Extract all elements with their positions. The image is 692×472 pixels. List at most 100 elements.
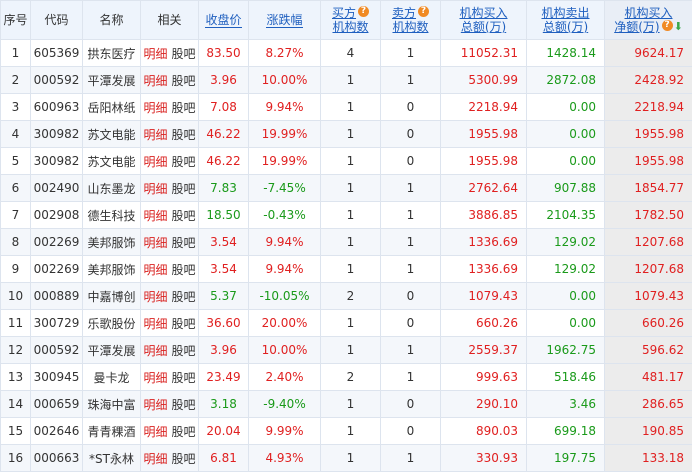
col-header-close-sort[interactable]: 收盘价: [199, 1, 249, 40]
stock-code-link[interactable]: 000659: [31, 391, 83, 418]
col-header-inst-buy-total-sort[interactable]: 机构买入 总额(万): [441, 1, 527, 40]
detail-link[interactable]: 明细: [143, 290, 167, 304]
guba-link[interactable]: 股吧: [172, 398, 196, 412]
stock-code-link[interactable]: 605369: [31, 40, 83, 67]
stock-name-link[interactable]: 苏文电能: [83, 148, 141, 175]
close-price: 5.37: [199, 283, 249, 310]
detail-link[interactable]: 明细: [143, 209, 167, 223]
help-icon[interactable]: ?: [662, 20, 673, 31]
stock-code-link[interactable]: 002269: [31, 256, 83, 283]
table-row: 15 002646 青青稞酒 明细股吧 20.04 9.99% 1 0 890.…: [1, 418, 692, 445]
stock-name-link[interactable]: 美邦服饰: [83, 229, 141, 256]
guba-link[interactable]: 股吧: [172, 452, 196, 466]
stock-name-link[interactable]: 平潭发展: [83, 67, 141, 94]
stock-code-link[interactable]: 300729: [31, 310, 83, 337]
col-header-buy-inst-count-sort[interactable]: 买方? 机构数: [321, 1, 381, 40]
related-links: 明细股吧: [141, 148, 199, 175]
sell-inst-count: 1: [381, 337, 441, 364]
guba-link[interactable]: 股吧: [172, 290, 196, 304]
detail-link[interactable]: 明细: [143, 371, 167, 385]
detail-link[interactable]: 明细: [143, 74, 167, 88]
guba-link[interactable]: 股吧: [172, 371, 196, 385]
guba-link[interactable]: 股吧: [172, 47, 196, 61]
stock-name-link[interactable]: 乐歌股份: [83, 310, 141, 337]
table-row: 2 000592 平潭发展 明细股吧 3.96 10.00% 1 1 5300.…: [1, 67, 692, 94]
stock-name-link[interactable]: 曼卡龙: [83, 364, 141, 391]
guba-link[interactable]: 股吧: [172, 344, 196, 358]
col-header-code: 代码: [31, 1, 83, 40]
detail-link[interactable]: 明细: [143, 155, 167, 169]
guba-link[interactable]: 股吧: [172, 182, 196, 196]
sell-inst-count: 1: [381, 364, 441, 391]
stock-name-link[interactable]: *ST永林: [83, 445, 141, 472]
inst-buy-total: 1336.69: [441, 229, 527, 256]
stock-code-link[interactable]: 000663: [31, 445, 83, 472]
stock-name-link[interactable]: 美邦服饰: [83, 256, 141, 283]
stock-name-link[interactable]: 中嘉博创: [83, 283, 141, 310]
detail-link[interactable]: 明细: [143, 425, 167, 439]
inst-buy-total: 2218.94: [441, 94, 527, 121]
stock-name-link[interactable]: 平潭发展: [83, 337, 141, 364]
stock-name-link[interactable]: 拱东医疗: [83, 40, 141, 67]
col-header-change-sort[interactable]: 涨跌幅: [249, 1, 321, 40]
detail-link[interactable]: 明细: [143, 47, 167, 61]
guba-link[interactable]: 股吧: [172, 155, 196, 169]
table-row: 13 300945 曼卡龙 明细股吧 23.49 2.40% 2 1 999.6…: [1, 364, 692, 391]
inst-sell-total: 1428.14: [527, 40, 605, 67]
stock-name-link[interactable]: 苏文电能: [83, 121, 141, 148]
close-price: 46.22: [199, 148, 249, 175]
sort-descending-icon[interactable]: ⬇: [674, 20, 683, 34]
table-row: 3 600963 岳阳林纸 明细股吧 7.08 9.94% 1 0 2218.9…: [1, 94, 692, 121]
guba-link[interactable]: 股吧: [172, 74, 196, 88]
guba-link[interactable]: 股吧: [172, 128, 196, 142]
stock-code-link[interactable]: 002908: [31, 202, 83, 229]
guba-link[interactable]: 股吧: [172, 101, 196, 115]
inst-sell-total: 907.88: [527, 175, 605, 202]
detail-link[interactable]: 明细: [143, 236, 167, 250]
stock-code-link[interactable]: 300945: [31, 364, 83, 391]
detail-link[interactable]: 明细: [143, 344, 167, 358]
stock-code-link[interactable]: 300982: [31, 148, 83, 175]
stock-name-link[interactable]: 山东墨龙: [83, 175, 141, 202]
detail-link[interactable]: 明细: [143, 317, 167, 331]
guba-link[interactable]: 股吧: [172, 236, 196, 250]
buy-inst-count: 1: [321, 175, 381, 202]
help-icon[interactable]: ?: [418, 6, 429, 17]
stock-code-link[interactable]: 300982: [31, 121, 83, 148]
guba-link[interactable]: 股吧: [172, 425, 196, 439]
stock-code-link[interactable]: 000592: [31, 337, 83, 364]
col-header-sell-inst-count-sort[interactable]: 卖方? 机构数: [381, 1, 441, 40]
guba-link[interactable]: 股吧: [172, 263, 196, 277]
detail-link[interactable]: 明细: [143, 128, 167, 142]
stock-name-link[interactable]: 珠海中富: [83, 391, 141, 418]
change-percent: 8.27%: [249, 40, 321, 67]
inst-net-buy: 1782.50: [605, 202, 692, 229]
col-header-inst-sell-total-sort[interactable]: 机构卖出 总额(万): [527, 1, 605, 40]
help-icon[interactable]: ?: [358, 6, 369, 17]
guba-link[interactable]: 股吧: [172, 317, 196, 331]
stock-code-link[interactable]: 002646: [31, 418, 83, 445]
stock-name-link[interactable]: 青青稞酒: [83, 418, 141, 445]
close-price: 3.96: [199, 337, 249, 364]
stock-name-link[interactable]: 岳阳林纸: [83, 94, 141, 121]
detail-link[interactable]: 明细: [143, 182, 167, 196]
inst-buy-total: 999.63: [441, 364, 527, 391]
table-row: 6 002490 山东墨龙 明细股吧 7.83 -7.45% 1 1 2762.…: [1, 175, 692, 202]
stock-code-link[interactable]: 000592: [31, 67, 83, 94]
row-index: 8: [1, 229, 31, 256]
stock-name-link[interactable]: 德生科技: [83, 202, 141, 229]
col-header-inst-net-buy-sort[interactable]: 机构买入 净额(万)?⬇: [605, 1, 692, 40]
stock-code-link[interactable]: 000889: [31, 283, 83, 310]
guba-link[interactable]: 股吧: [172, 209, 196, 223]
stock-code-link[interactable]: 002490: [31, 175, 83, 202]
stock-code-link[interactable]: 600963: [31, 94, 83, 121]
inst-sell-total: 0.00: [527, 283, 605, 310]
detail-link[interactable]: 明细: [143, 263, 167, 277]
detail-link[interactable]: 明细: [143, 398, 167, 412]
stock-code-link[interactable]: 002269: [31, 229, 83, 256]
detail-link[interactable]: 明细: [143, 452, 167, 466]
inst-sell-total: 0.00: [527, 310, 605, 337]
detail-link[interactable]: 明细: [143, 101, 167, 115]
inst-buy-total: 11052.31: [441, 40, 527, 67]
